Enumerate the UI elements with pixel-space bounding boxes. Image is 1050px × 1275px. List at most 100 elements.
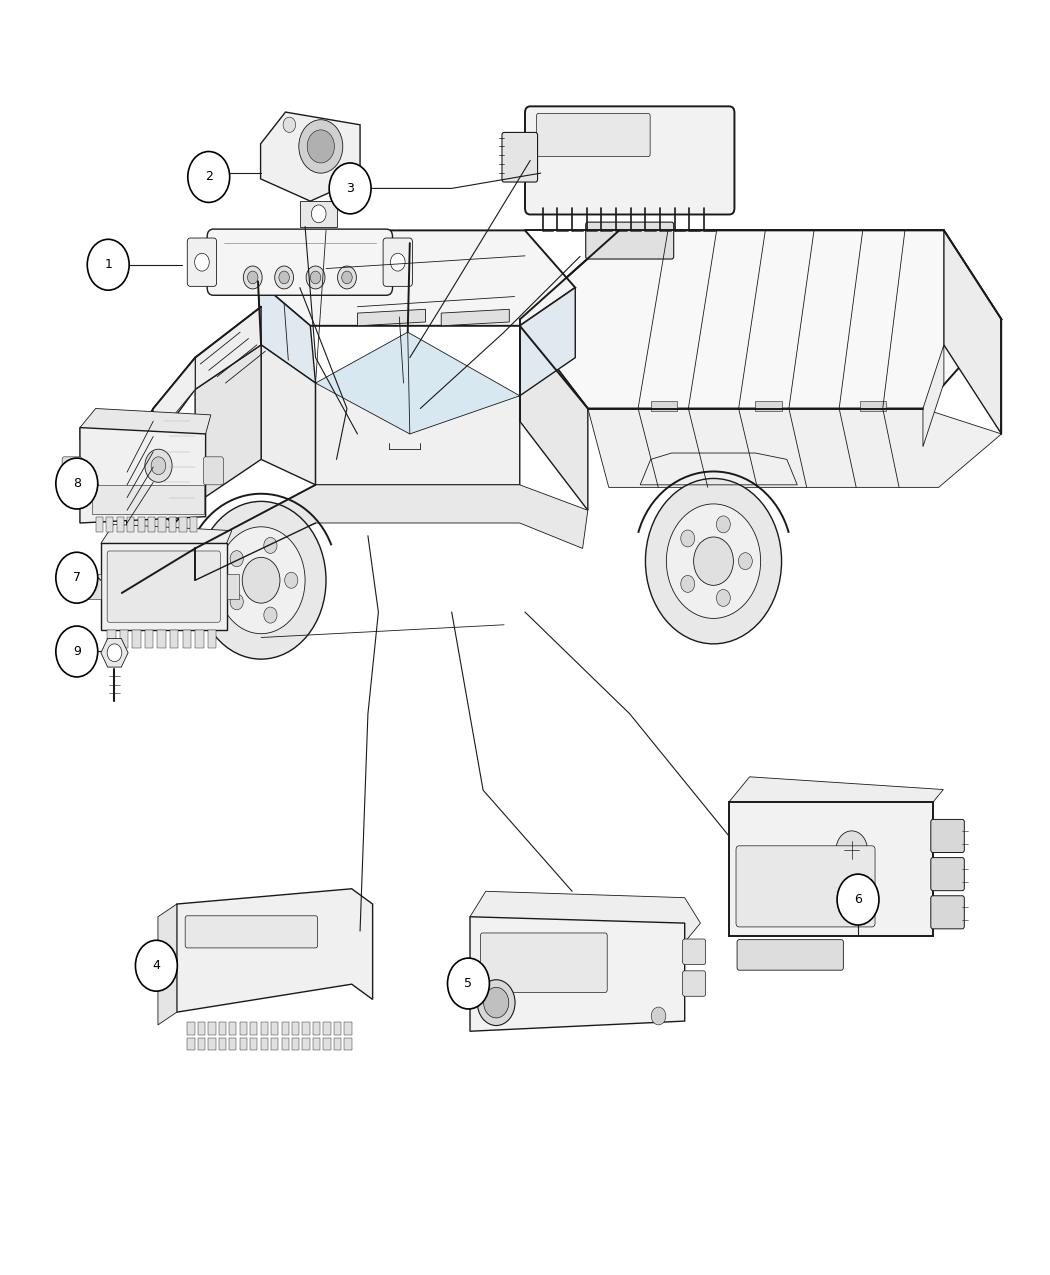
Circle shape xyxy=(285,572,298,588)
Circle shape xyxy=(651,1007,666,1025)
Bar xyxy=(170,630,178,648)
FancyBboxPatch shape xyxy=(930,896,964,929)
FancyBboxPatch shape xyxy=(204,456,224,484)
Bar xyxy=(229,1038,236,1051)
Text: 7: 7 xyxy=(72,571,81,584)
Bar xyxy=(218,1038,226,1051)
Circle shape xyxy=(248,272,258,284)
Bar xyxy=(281,1023,289,1035)
Polygon shape xyxy=(261,346,316,484)
Circle shape xyxy=(135,940,177,991)
Bar xyxy=(190,516,197,532)
FancyBboxPatch shape xyxy=(525,106,734,214)
Bar xyxy=(180,516,187,532)
Polygon shape xyxy=(441,310,509,326)
Circle shape xyxy=(447,958,489,1009)
FancyBboxPatch shape xyxy=(682,970,706,996)
Polygon shape xyxy=(588,408,1002,487)
Bar xyxy=(302,1038,310,1051)
Polygon shape xyxy=(80,408,211,440)
Polygon shape xyxy=(357,310,425,326)
Polygon shape xyxy=(470,917,685,1031)
Bar xyxy=(281,1038,289,1051)
Bar xyxy=(313,1023,320,1035)
Bar xyxy=(169,516,176,532)
Bar xyxy=(138,516,145,532)
Circle shape xyxy=(716,516,731,533)
Circle shape xyxy=(694,537,733,585)
Polygon shape xyxy=(944,231,1002,434)
Circle shape xyxy=(145,449,172,482)
Bar xyxy=(239,1023,247,1035)
Bar xyxy=(344,1023,352,1035)
Circle shape xyxy=(299,120,342,173)
Bar xyxy=(195,630,204,648)
Bar xyxy=(208,630,216,648)
Bar xyxy=(344,1038,352,1051)
FancyBboxPatch shape xyxy=(930,858,964,891)
Circle shape xyxy=(196,501,327,659)
Circle shape xyxy=(279,272,290,284)
Bar xyxy=(271,1038,278,1051)
Circle shape xyxy=(264,607,277,623)
Polygon shape xyxy=(101,543,227,630)
Circle shape xyxy=(680,530,695,547)
Bar xyxy=(158,630,166,648)
Bar xyxy=(218,1023,226,1035)
Circle shape xyxy=(107,644,122,662)
Polygon shape xyxy=(470,891,700,942)
FancyBboxPatch shape xyxy=(930,820,964,853)
Text: 4: 4 xyxy=(152,959,161,973)
Bar xyxy=(96,516,103,532)
FancyBboxPatch shape xyxy=(682,938,706,964)
Polygon shape xyxy=(127,408,153,561)
Bar xyxy=(323,1023,331,1035)
Circle shape xyxy=(230,594,244,609)
Polygon shape xyxy=(80,427,206,523)
Bar xyxy=(208,1038,215,1051)
Bar xyxy=(250,1038,257,1051)
Circle shape xyxy=(837,875,879,926)
FancyBboxPatch shape xyxy=(481,933,607,992)
Bar xyxy=(313,1038,320,1051)
Bar xyxy=(334,1038,341,1051)
Text: 9: 9 xyxy=(72,645,81,658)
Bar xyxy=(159,516,166,532)
Circle shape xyxy=(312,205,327,223)
Circle shape xyxy=(836,831,867,870)
Polygon shape xyxy=(520,288,575,395)
FancyBboxPatch shape xyxy=(502,133,538,182)
Bar xyxy=(183,630,191,648)
Circle shape xyxy=(738,552,752,570)
FancyBboxPatch shape xyxy=(537,113,650,157)
Polygon shape xyxy=(258,282,316,382)
Circle shape xyxy=(284,117,296,133)
Circle shape xyxy=(391,254,405,272)
Bar xyxy=(117,516,124,532)
Bar xyxy=(148,516,155,532)
Polygon shape xyxy=(260,112,360,201)
Polygon shape xyxy=(195,346,261,504)
Text: 2: 2 xyxy=(205,171,213,184)
FancyBboxPatch shape xyxy=(107,551,220,622)
Circle shape xyxy=(308,130,334,163)
Circle shape xyxy=(188,152,230,203)
Bar xyxy=(145,630,153,648)
Bar xyxy=(271,1023,278,1035)
Bar xyxy=(260,1038,268,1051)
Bar xyxy=(292,1038,299,1051)
Circle shape xyxy=(667,504,760,618)
Circle shape xyxy=(275,266,294,289)
Circle shape xyxy=(680,575,695,593)
Bar xyxy=(227,574,239,599)
Bar xyxy=(208,1023,215,1035)
Bar xyxy=(302,1023,310,1035)
Polygon shape xyxy=(316,382,520,484)
Circle shape xyxy=(87,240,129,291)
Circle shape xyxy=(341,272,352,284)
Bar xyxy=(187,1023,194,1035)
Polygon shape xyxy=(176,889,373,1012)
Circle shape xyxy=(478,979,516,1025)
Circle shape xyxy=(151,456,166,474)
FancyBboxPatch shape xyxy=(207,230,393,296)
